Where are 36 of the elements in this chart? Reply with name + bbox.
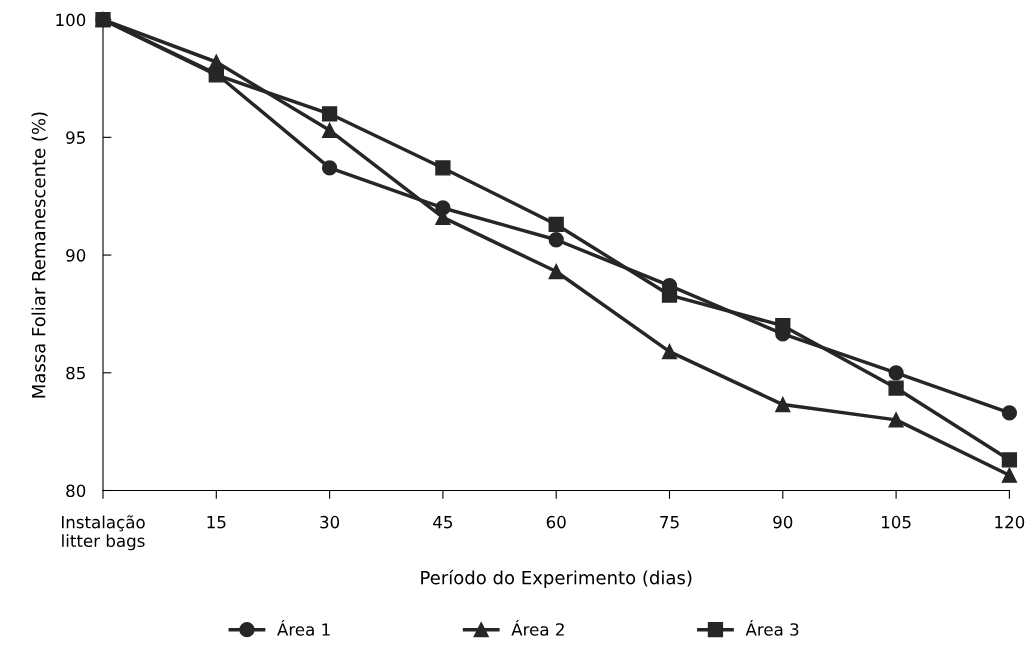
x-tick-label: 45 <box>433 516 453 529</box>
legend-label: Área 2 <box>511 620 564 636</box>
x-tick-label: 90 <box>773 515 793 529</box>
x-tick-label: 105 <box>882 515 911 529</box>
point <box>888 412 904 428</box>
point <box>321 160 338 176</box>
y-tick-label: 85 <box>66 366 85 380</box>
point <box>435 160 451 176</box>
x-tick-label: 75 <box>660 516 679 529</box>
point <box>1001 467 1018 483</box>
y-tick-label: 80 <box>66 484 86 498</box>
point <box>775 396 791 413</box>
point <box>661 343 678 360</box>
point <box>548 232 564 248</box>
point <box>548 263 564 280</box>
point <box>548 216 564 233</box>
y-axis-title: Massa Foliar Remanescente (%) <box>31 112 48 398</box>
legend-label: Área 1 <box>277 620 330 636</box>
point <box>1001 452 1018 468</box>
y-tick-label: 100 <box>56 13 86 27</box>
x-tick-label: 120 <box>995 515 1025 529</box>
point <box>321 106 338 122</box>
point <box>321 122 338 138</box>
point <box>661 287 678 303</box>
point <box>888 365 904 381</box>
x-tick-label: 15 <box>207 516 226 529</box>
point <box>1001 405 1018 421</box>
legend-label: Área 3 <box>745 620 799 636</box>
point <box>888 380 904 396</box>
x-axis-title: Período do Experimento (dias) <box>421 569 692 588</box>
x-tick-label: 60 <box>546 515 566 529</box>
x-tick-label: Instalação litter bags <box>61 515 145 551</box>
y-tick-label: 95 <box>66 131 85 144</box>
y-tick-label: 90 <box>66 249 86 262</box>
x-tick-label: 30 <box>320 515 340 529</box>
point <box>775 318 791 334</box>
